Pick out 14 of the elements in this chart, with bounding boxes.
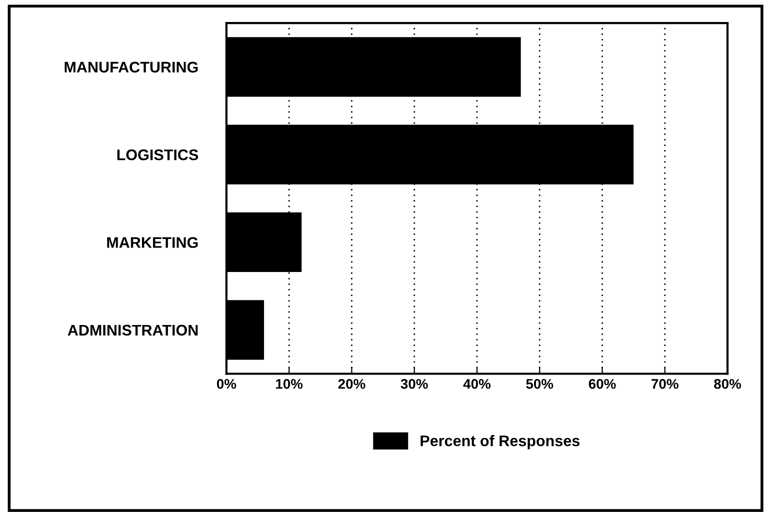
y-tick-label: MARKETING [107,237,198,248]
x-tick-label: 70% [652,378,678,389]
x-tick-label: 60% [588,378,616,389]
y-tick-label: MANUFACTURING [64,62,198,73]
y-tick-label: ADMINISTRATION [68,324,198,336]
x-tick-label: 40% [463,378,491,389]
y-tick-label: LOGISTICS [117,149,198,160]
legend-label: Percent of Responses [420,435,580,450]
x-tick-label: 0% [216,378,236,389]
x-tick-label: 80% [714,378,742,389]
x-tick-label: 30% [400,378,428,389]
x-tick-label: 50% [526,378,554,389]
x-tick-label: 20% [338,378,366,389]
x-tick-label: 10% [276,378,303,389]
